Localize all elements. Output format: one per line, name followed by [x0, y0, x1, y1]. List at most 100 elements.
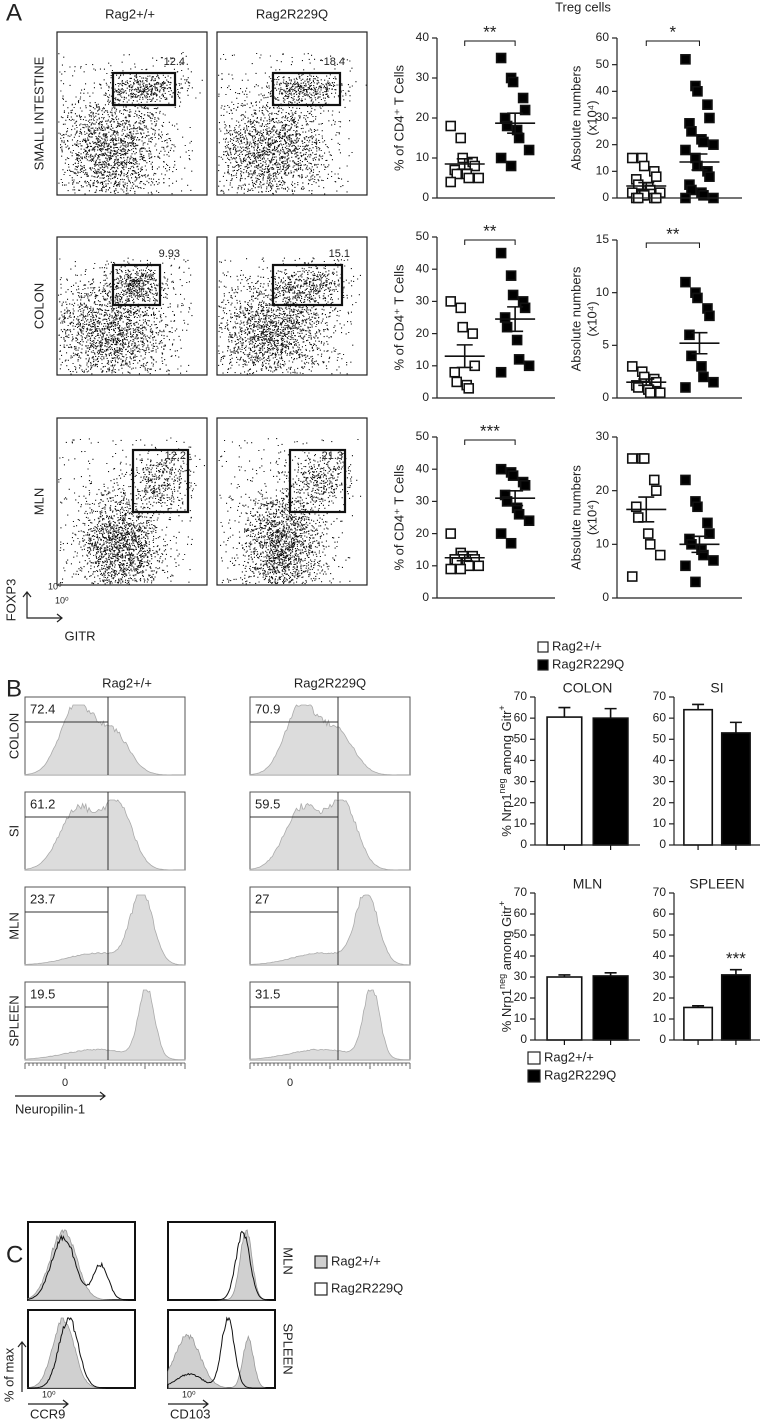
- mean-sem: [679, 153, 720, 171]
- panel-letter: C: [6, 1241, 23, 1268]
- x-tick-label: 0: [287, 1077, 293, 1089]
- mean-sem: [679, 535, 720, 554]
- error-bar: [604, 972, 617, 976]
- legend-label: Rag2+/+: [552, 638, 602, 653]
- y-tick-label: 70: [653, 885, 667, 899]
- gate-percentage: 61.2: [30, 796, 55, 811]
- data-point: [507, 76, 519, 88]
- data-point: [644, 387, 656, 399]
- bar: [592, 975, 629, 1041]
- significance-label: ***: [726, 949, 746, 968]
- data-point: [638, 453, 650, 464]
- data-point: [692, 501, 703, 513]
- tissue-label: SPLEEN: [281, 1323, 296, 1374]
- flow-events: [58, 437, 205, 585]
- data-point: [455, 302, 467, 314]
- data-point: [445, 563, 457, 575]
- y-tick-label: 10: [416, 558, 430, 572]
- y-tick-label: 60: [653, 710, 667, 724]
- gate-percentage: 59.5: [255, 796, 280, 811]
- gate-percentage: 12.4: [164, 56, 185, 68]
- gate: [131, 448, 190, 514]
- y-tick-label: 10: [596, 164, 610, 178]
- data-point: [642, 528, 654, 539]
- y-tick-label: 10: [416, 150, 430, 164]
- data-point: [650, 171, 662, 182]
- axis-arrow: [28, 1399, 69, 1409]
- gate-percentage: 18.4: [324, 56, 345, 68]
- data-point: [513, 508, 525, 520]
- y-tick-label: 0: [422, 390, 429, 404]
- data-point: [455, 563, 467, 575]
- y-tick-label: 5: [602, 338, 609, 352]
- label-part: among Gitr: [499, 905, 514, 974]
- y-tick-label: 30: [514, 969, 528, 983]
- significance-bracket: [645, 40, 700, 46]
- legend-swatch: [537, 659, 549, 671]
- mean-sem: [444, 554, 485, 562]
- y-tick-label: 10: [416, 358, 430, 372]
- tissue-label: SPLEEN: [6, 995, 21, 1046]
- gate-line: [250, 982, 339, 1060]
- data-point: [698, 371, 709, 383]
- gate-percentage: 9.93: [159, 248, 180, 260]
- tissue-label: MLN: [6, 912, 21, 939]
- mean-sem: [626, 181, 667, 191]
- data-point: [519, 302, 531, 314]
- data-point: [626, 152, 638, 164]
- legend-swatch: [527, 1069, 541, 1083]
- tissue-label: COLON: [31, 283, 46, 329]
- data-point: [523, 144, 535, 156]
- y-tick-label: 60: [514, 906, 528, 920]
- data-point: [469, 360, 481, 372]
- data-point: [626, 571, 638, 582]
- y-tick-label: 0: [602, 590, 609, 604]
- data-point: [523, 515, 535, 527]
- axis-label: GITR: [64, 628, 95, 643]
- data-point: [495, 463, 507, 475]
- bar: [683, 708, 714, 846]
- data-point: [457, 321, 469, 333]
- axis-origin-label: 10⁰: [55, 595, 69, 605]
- y-tick-label: 50: [653, 927, 667, 941]
- data-point: [680, 382, 691, 393]
- significance-bracket: [464, 439, 516, 445]
- legend-label: Rag2+/+: [544, 1049, 594, 1064]
- label-part: among Gitr: [499, 710, 514, 779]
- label-part: % Nrp1: [499, 793, 514, 836]
- data-point: [680, 276, 691, 288]
- data-point: [708, 139, 719, 150]
- y-tick-label: 50: [416, 229, 430, 243]
- data-point: [513, 132, 525, 144]
- data-point: [455, 132, 467, 144]
- data-point: [626, 453, 638, 464]
- legend-swatch: [537, 641, 549, 653]
- data-point: [684, 329, 695, 341]
- y-tick-label: 70: [514, 689, 528, 703]
- y-tick-label: 20: [653, 990, 667, 1004]
- mean-sem: [626, 496, 667, 523]
- superscript: neg: [497, 778, 507, 793]
- gate-line: [250, 697, 339, 775]
- data-point: [690, 576, 701, 588]
- data-point: [680, 144, 691, 156]
- y-tick-label: 70: [653, 689, 667, 703]
- y-tick-label: 10: [596, 285, 610, 299]
- y-tick-label: 0: [602, 190, 609, 204]
- error-bar: [692, 703, 705, 710]
- data-point: [654, 549, 666, 561]
- y-tick-label: 50: [514, 927, 528, 941]
- gate: [111, 71, 177, 107]
- y-tick-label: 20: [596, 137, 610, 151]
- column-header: Rag2+/+: [105, 6, 155, 21]
- y-tick-label: 40: [514, 948, 528, 962]
- y-tick-label: 10: [514, 816, 528, 830]
- data-point: [702, 517, 713, 529]
- y-axis-label: % Nrp1neg among Gitr+: [497, 705, 514, 837]
- data-point: [680, 474, 691, 486]
- data-point: [523, 360, 535, 372]
- x-axis-ticks: [563, 845, 612, 850]
- significance-bracket: [464, 40, 516, 46]
- gate-percentage: 23.7: [30, 891, 55, 906]
- y-tick-label: 40: [416, 261, 430, 275]
